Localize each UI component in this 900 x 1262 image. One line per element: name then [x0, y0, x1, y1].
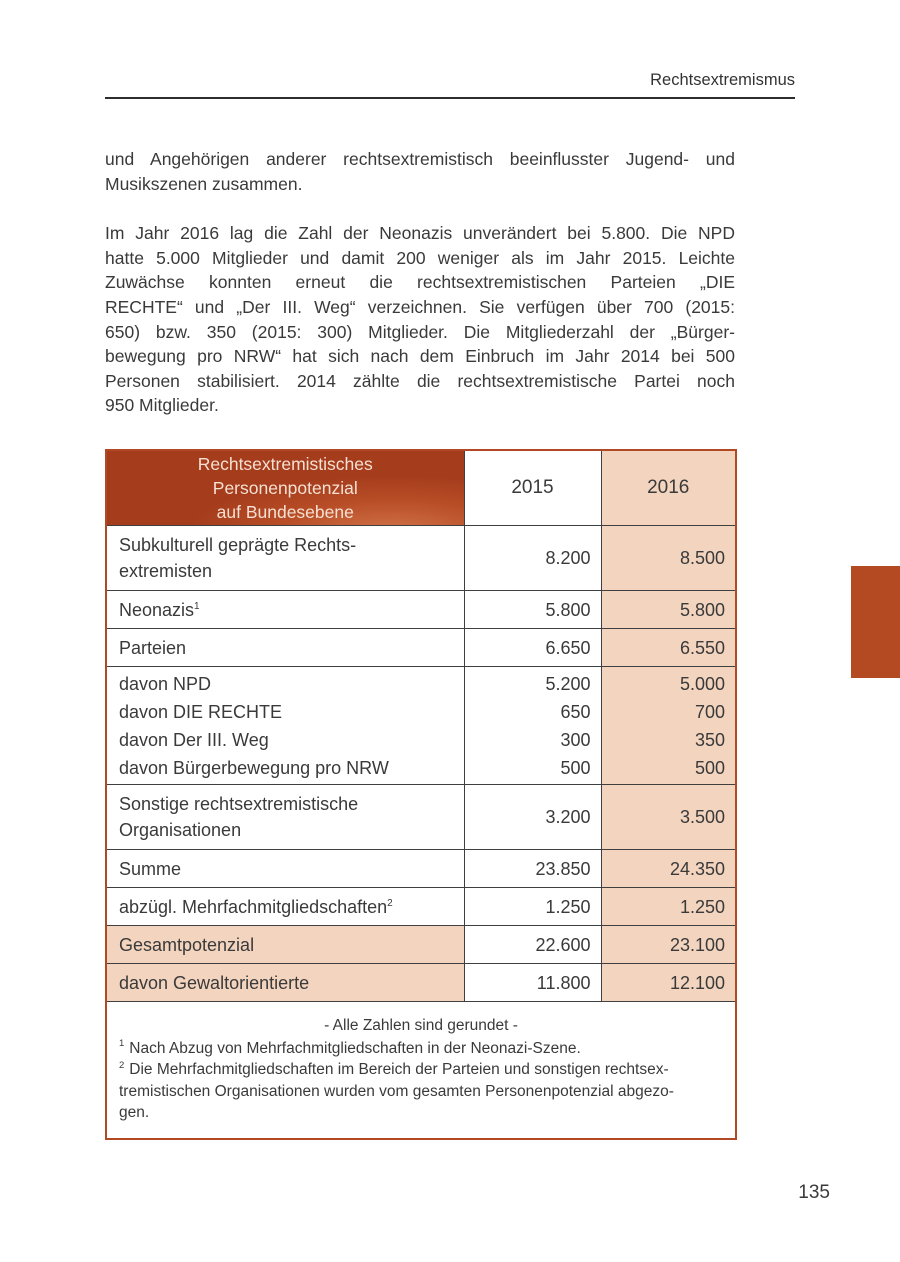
table-row-davon-parteien: davon NPD davon DIE RECHTE davon Der III… [106, 666, 736, 785]
chapter-tab-marker [851, 566, 900, 678]
footnote-1: 1 Nach Abzug von Mehrfachmitgliedschaften… [119, 1038, 723, 1060]
row-value-2015: 1.250 [463, 887, 601, 926]
header-rule [105, 97, 795, 99]
row-label: Subkulturell geprägte Rechts- extremiste… [106, 525, 464, 591]
row-label: Sonstige rechtsextremistische Organisati… [106, 784, 464, 850]
row-label-text: davon Gewaltorientierte [119, 972, 310, 993]
table-title-cell: Rechtsextremistisches Personenpotenzial … [106, 450, 464, 526]
column-header-2016: 2016 [600, 450, 736, 526]
row-value-2016: 5.800 [600, 590, 736, 629]
row-value-2016: 5.000 700 350 500 [600, 666, 736, 785]
column-header-2015: 2015 [463, 450, 601, 526]
row-label: Parteien [106, 628, 464, 667]
table-footnote-row: - Alle Zahlen sind gerundet - 1 Nach Abzu… [106, 1001, 736, 1139]
footnote-marker: 2 [387, 897, 393, 909]
row-value-2015: 11.800 [463, 963, 601, 1002]
row-label: davon NPD davon DIE RECHTE davon Der III… [106, 666, 464, 785]
row-value-2015: 5.200 650 300 500 [463, 666, 601, 785]
row-label: abzügl. Mehrfachmitgliedschaften2 [106, 887, 464, 926]
row-value-2016: 12.100 [600, 963, 736, 1002]
personnel-potential-table: Rechtsextremistisches Personenpotenzial … [105, 449, 737, 1140]
table-row-summe: Summe 23.850 24.350 [106, 849, 736, 888]
table-footnotes: - Alle Zahlen sind gerundet - 1 Nach Abzu… [106, 1001, 736, 1139]
body-text: und Angehörigen anderer rechtsextremisti… [105, 147, 735, 443]
table-row-gesamtpotenzial: Gesamtpotenzial 22.600 23.100 [106, 925, 736, 964]
footnote-2: 2 Die Mehrfachmitgliedschaften im Bereich… [119, 1059, 723, 1124]
row-label-text: abzügl. Mehrfachmitgliedschaften [119, 896, 388, 917]
row-value-2015: 22.600 [463, 925, 601, 964]
row-value-2016: 24.350 [600, 849, 736, 888]
footnote-2-marker: 2 [119, 1059, 125, 1071]
row-value-2016: 23.100 [600, 925, 736, 964]
row-label: Gesamtpotenzial [106, 925, 464, 964]
row-label: Neonazis1 [106, 590, 464, 629]
table-row-parteien: Parteien 6.650 6.550 [106, 628, 736, 667]
row-value-2016: 1.250 [600, 887, 736, 926]
table-header-row: Rechtsextremistisches Personenpotenzial … [106, 450, 736, 526]
row-label: davon Gewaltorientierte [106, 963, 464, 1002]
row-value-2016: 6.550 [600, 628, 736, 667]
footnote-1-marker: 1 [119, 1038, 125, 1050]
footnote-2-text: Die Mehrfachmitgliedschaften im Bereich … [119, 1061, 674, 1121]
running-head: Rechtsextremismus [650, 71, 795, 89]
footnote-rounded-note: - Alle Zahlen sind gerundet - [324, 1017, 518, 1034]
table-row-sonstige-organisationen: Sonstige rechtsextremistische Organisati… [106, 784, 736, 850]
paragraph-intro: und Angehörigen anderer rechtsextremisti… [105, 149, 735, 194]
row-value-2015: 8.200 [463, 525, 601, 591]
row-value-2016: 8.500 [600, 525, 736, 591]
row-label: Summe [106, 849, 464, 888]
table-row-gewaltorientierte: davon Gewaltorientierte 11.800 12.100 [106, 963, 736, 1002]
page-number: 135 [798, 1182, 830, 1203]
footnote-marker: 1 [194, 600, 200, 612]
table-row-subcultural: Subkulturell geprägte Rechts- extremiste… [106, 525, 736, 591]
row-label-text: Summe [119, 858, 182, 879]
row-label-text: Sonstige rechtsextremistische Organisati… [119, 794, 359, 840]
row-label-text: Parteien [119, 637, 187, 658]
row-value-2016: 3.500 [600, 784, 736, 850]
row-label-text: Subkulturell geprägte Rechts- extremiste… [119, 535, 357, 581]
row-value-2015: 3.200 [463, 784, 601, 850]
row-label-text: Neonazis [119, 599, 195, 620]
table-row-abzuegl-mehrfachmitgliedschaften: abzügl. Mehrfachmitgliedschaften2 1.250 … [106, 887, 736, 926]
row-value-2015: 23.850 [463, 849, 601, 888]
row-label-text: Gesamtpotenzial [119, 934, 255, 955]
footnote-1-text: Nach Abzug von Mehrfachmitgliedschaften … [129, 1039, 581, 1057]
paragraph-membership-figures: Im Jahr 2016 lag die Zahl der Neonazis u… [105, 223, 735, 416]
row-value-2015: 6.650 [463, 628, 601, 667]
table-row-neonazis: Neonazis1 5.800 5.800 [106, 590, 736, 629]
row-label-text: davon NPD davon DIE RECHTE davon Der III… [119, 673, 389, 778]
row-value-2015: 5.800 [463, 590, 601, 629]
